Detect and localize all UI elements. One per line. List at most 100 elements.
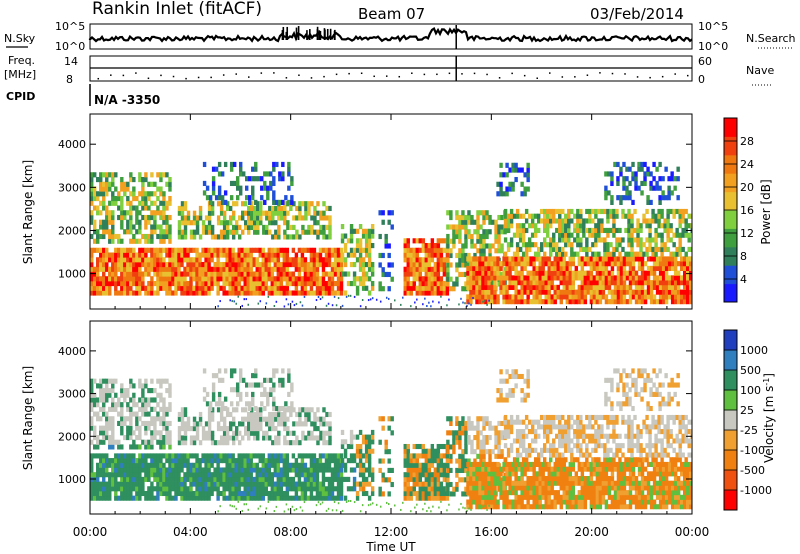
power-cell (321, 285, 326, 291)
velocity-cell (126, 486, 130, 492)
power-cell (646, 199, 650, 205)
velocity-cell (277, 411, 281, 418)
power-cell (126, 186, 130, 192)
velocity-cell (282, 476, 287, 482)
velocity-cell (222, 430, 227, 436)
power-cell (245, 195, 249, 201)
power-cell (678, 223, 682, 229)
velocity-cell (306, 486, 311, 492)
power-cell (508, 181, 512, 187)
velocity-cell (263, 391, 267, 397)
power-cell (481, 275, 485, 281)
velocity-cell (220, 401, 225, 407)
power-cell (220, 195, 225, 201)
velocity-cell (442, 476, 447, 482)
velocity-cell (174, 458, 178, 464)
power-cell (553, 256, 557, 262)
power-cell (449, 252, 453, 259)
power-cell (183, 276, 187, 282)
power-cell (600, 208, 604, 215)
velocity-cell (349, 458, 354, 464)
power-cell (129, 210, 133, 216)
power-cell (607, 299, 612, 305)
power-cell (570, 246, 574, 253)
power-cell (180, 261, 184, 268)
nave-dot (599, 72, 601, 74)
velocity-cell (132, 495, 136, 501)
power-cell (315, 261, 320, 268)
power-cell (517, 299, 521, 305)
velocity-cell (165, 411, 169, 417)
power-cell (571, 294, 576, 300)
power-cell (168, 195, 172, 202)
power-cell (595, 256, 600, 262)
power-cell (681, 246, 685, 253)
velocity-cell (132, 467, 136, 473)
velocity-cell (325, 411, 329, 418)
velocity-cell (327, 481, 332, 487)
velocity-cell (278, 377, 282, 383)
velocity-cell (150, 458, 154, 464)
power-cell (619, 299, 624, 305)
velocity-cell (273, 458, 278, 464)
power-cell (231, 234, 236, 240)
power-cell (415, 238, 419, 244)
power-cell (378, 281, 382, 287)
velocity-cell (247, 435, 251, 441)
power-cell (642, 251, 646, 257)
power-cell (132, 271, 136, 277)
velocity-cell (210, 472, 214, 478)
velocity-cell (123, 486, 127, 492)
velocity-cell (467, 425, 471, 431)
power-cell (661, 289, 666, 295)
power-cell (274, 205, 278, 212)
power-cell (126, 181, 130, 187)
power-cell (561, 232, 565, 238)
velocity-cell (237, 490, 241, 497)
velocity-cell (318, 481, 323, 487)
power-cell (159, 238, 163, 244)
power-cell (343, 261, 348, 268)
power-cell (601, 265, 606, 272)
power-cell (487, 284, 491, 290)
power-cell (624, 227, 628, 234)
power-cell (321, 280, 326, 287)
power-cell (117, 266, 121, 272)
power-cell (670, 256, 675, 262)
velocity-cell (273, 462, 278, 468)
power-cell (667, 275, 672, 281)
power-cell (201, 261, 205, 268)
power-cell (171, 257, 175, 263)
velocity-cell (436, 486, 441, 492)
power-cell (583, 280, 588, 286)
velocity-cell (455, 486, 459, 492)
velocity-cell (162, 481, 166, 487)
power-cell (99, 210, 103, 216)
velocity-cell (225, 472, 229, 478)
velocity-cell (249, 453, 253, 459)
power-cell (527, 246, 532, 253)
power-cell (198, 266, 202, 272)
power-cell (496, 181, 500, 187)
power-cell (340, 238, 345, 244)
velocity-cell (135, 467, 139, 473)
velocity-cell (309, 490, 314, 497)
power-cell (301, 215, 305, 221)
power-cell (508, 265, 512, 272)
power-cell (476, 238, 480, 244)
power-cell (105, 205, 109, 211)
power-cell (452, 224, 456, 230)
velocity-cell (123, 397, 127, 403)
velocity-cell (272, 405, 276, 412)
power-cell (144, 200, 148, 206)
power-cell (676, 270, 681, 276)
power-cell (343, 290, 348, 296)
power-cell (174, 271, 178, 277)
velocity-cell (90, 486, 94, 492)
power-cell (90, 176, 94, 183)
power-cell (511, 275, 515, 281)
velocity-cell (418, 453, 423, 459)
power-cell (523, 191, 527, 197)
velocity-cell (361, 481, 366, 487)
power-cell (304, 210, 308, 216)
